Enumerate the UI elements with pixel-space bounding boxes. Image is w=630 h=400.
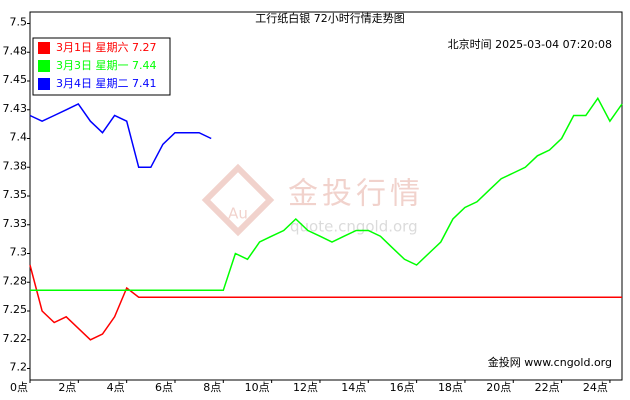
legend-box: [32, 37, 171, 96]
watermark: Au 金投行情 quote.cngold.org: [201, 163, 424, 237]
y-tick-label: 7.5: [10, 16, 28, 29]
y-tick-label: 7.43: [3, 102, 28, 115]
x-tick-label: 22点: [535, 381, 560, 394]
x-tick-label: 4点: [107, 381, 125, 394]
y-tick-label: 7.28: [3, 274, 28, 287]
x-tick-label: 12点: [293, 381, 318, 394]
y-tick-label: 7.45: [3, 73, 28, 86]
y-tick-label: 7.33: [3, 217, 28, 230]
y-tick-label: 7.25: [3, 303, 28, 316]
y-tick-label: 7.48: [3, 44, 28, 57]
x-tick-label: 10点: [245, 381, 270, 394]
legend-swatch: [38, 78, 50, 90]
x-tick-label: 2点: [58, 381, 76, 394]
legend-label: 3月4日 星期二 7.41: [56, 77, 156, 90]
source: 金投网 www.cngold.org: [488, 355, 612, 369]
legend-label: 3月1日 星期六 7.27: [56, 41, 156, 54]
x-tick-label: 18点: [438, 381, 463, 394]
y-tick-label: 7.4: [10, 131, 28, 144]
y-tick-label: 7.35: [3, 188, 28, 201]
y-tick-label: 7.22: [3, 332, 28, 345]
watermark-logo: Au: [228, 205, 248, 223]
watermark-text: 金投行情: [288, 177, 424, 212]
x-tick-label: 14点: [341, 381, 366, 394]
watermark-logo-frame: [201, 163, 275, 237]
x-tick-label: 20点: [486, 381, 511, 394]
timestamp: 北京时间 2025-03-04 07:20:08: [448, 37, 612, 51]
x-tick-label: 16点: [390, 381, 415, 394]
chart-title: 工行纸白银 72小时行情走势图: [255, 11, 405, 25]
legend-swatch: [38, 42, 50, 54]
x-tick-label: 24点: [583, 381, 608, 394]
y-tick-label: 7.3: [10, 246, 28, 259]
legend-label: 3月3日 星期一 7.44: [56, 59, 156, 72]
x-tick-label: 6点: [155, 381, 173, 394]
legend-swatch: [38, 60, 50, 72]
x-tick-label: 8点: [203, 381, 221, 394]
y-tick-label: 7.38: [3, 159, 28, 172]
watermark-url: quote.cngold.org: [290, 218, 418, 236]
series-line: [29, 264, 622, 341]
y-tick-label: 7.2: [10, 361, 28, 374]
series-line: [30, 96, 623, 292]
x-tick-label: 0点: [10, 381, 28, 394]
series-line: [29, 103, 212, 169]
